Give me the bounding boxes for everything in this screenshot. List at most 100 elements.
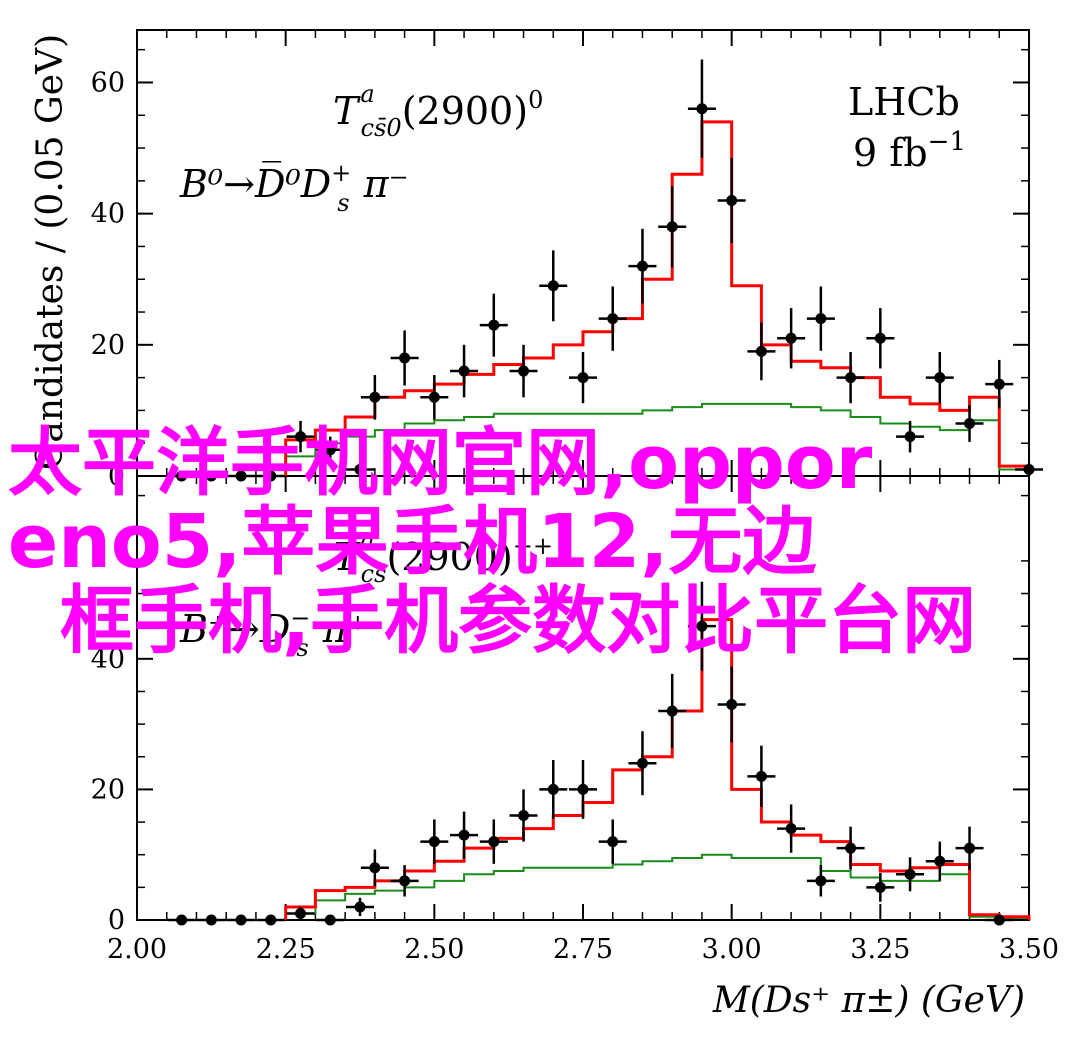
data-point [985,359,1014,409]
bottom-state-rest: (2900) [386,535,512,579]
data-point-marker [265,470,277,482]
data-point-marker [369,391,381,403]
data-point-marker [399,352,411,364]
top-decay-label: B⁰→D̅⁰D+ s π⁻ [179,159,409,217]
data-point [925,352,954,404]
data-point-marker [993,378,1005,390]
data-point-marker [964,842,976,854]
top-decay-main: B⁰→D̅⁰D [179,161,331,206]
data-point-marker [964,418,976,430]
data-point [1015,462,1043,476]
data-point [479,293,508,357]
data-point-marker [295,907,307,919]
y-tick-label: 40 [91,199,125,230]
data-point-marker [235,914,247,926]
data-point [747,322,776,381]
bottom-decay-main: B⁺→D [179,607,290,651]
data-point-marker [354,463,366,475]
y-tick-label: 20 [91,774,125,805]
data-point-marker [399,875,411,887]
data-point-marker [488,836,500,848]
data-point-marker [845,372,857,384]
data-point [658,186,687,268]
top-state-sub: cs̄0 [361,114,402,142]
x-tick-label: 2.75 [553,934,613,965]
data-point [316,436,345,463]
data-point [955,405,984,442]
watermark-line-3: 框手机,手机参数对比平台网 [60,578,977,664]
data-point [658,673,687,749]
data-point-marker [726,195,738,207]
data-point-marker [518,365,530,377]
top-state-label: Ta cs̄0(2900)0 [333,80,543,142]
data-point-marker [295,431,307,443]
y-tick-label: 0 [108,905,125,936]
data-point-marker [458,365,470,377]
x-tick-label: 2.50 [404,934,464,965]
data-point [569,352,597,404]
data-point [420,819,449,864]
data-point-marker [547,280,559,292]
data-point-marker [205,470,217,482]
data-point [167,914,196,926]
data-point [227,470,256,482]
data-point-marker [934,372,946,384]
data-point [717,666,746,743]
data-point [687,59,716,158]
data-point-marker [666,705,678,717]
bottom-panel-data-points [167,581,1014,926]
data-point-marker [235,470,247,482]
data-point [866,872,895,902]
data-point-marker [205,914,217,926]
data-point [836,352,865,404]
data-point [450,811,479,859]
data-point [227,914,256,926]
data-point-marker [607,836,619,848]
top-panel-data-points [167,59,1043,482]
bottom-state-base: T [333,535,361,579]
data-point-marker [324,444,336,456]
data-point [985,914,1014,926]
y-axis-title: Candidates / (0.05 GeV) [30,34,71,470]
top-state-sup: a [360,80,374,108]
data-point [509,344,538,398]
background-fit-line [284,402,1030,476]
data-point [687,581,716,671]
data-point [925,841,954,881]
data-point [866,308,895,369]
bottom-decay-sup: − [290,604,310,632]
data-point-marker [904,868,916,880]
data-point-marker [636,260,648,272]
data-point [806,865,835,897]
data-point [628,731,657,796]
data-point-marker [354,901,366,913]
watermark-line-1: 太平洋手机网官网,oppor [8,420,873,506]
data-point-marker [488,319,500,331]
data-point [286,420,315,453]
data-point-marker [755,770,767,782]
data-point [286,906,315,920]
data-point-marker [176,470,188,482]
luminosity-exponent: −1 [928,127,966,157]
top-state-base: T [333,89,361,133]
bottom-state-sup: a [360,526,374,554]
data-point [777,804,806,853]
data-point-marker [428,836,440,848]
data-point [360,374,389,420]
data-point-marker [904,431,916,443]
data-point-marker [993,914,1005,926]
data-point [256,470,285,482]
data-point-marker [428,391,440,403]
data-point-marker [696,103,708,115]
bottom-decay-tail: π⁺ [322,607,368,651]
data-point [777,308,806,369]
data-point [896,857,925,892]
data-point-marker [815,875,827,887]
top-panel-ticks: 0 20 40 60 [91,30,1030,492]
top-state-rest: (2900) [402,89,528,133]
data-point-marker [785,823,797,835]
top-decay-tail: π⁻ [363,162,409,206]
background-fit-line [284,853,1030,920]
x-tick-label: 3.25 [850,934,910,965]
